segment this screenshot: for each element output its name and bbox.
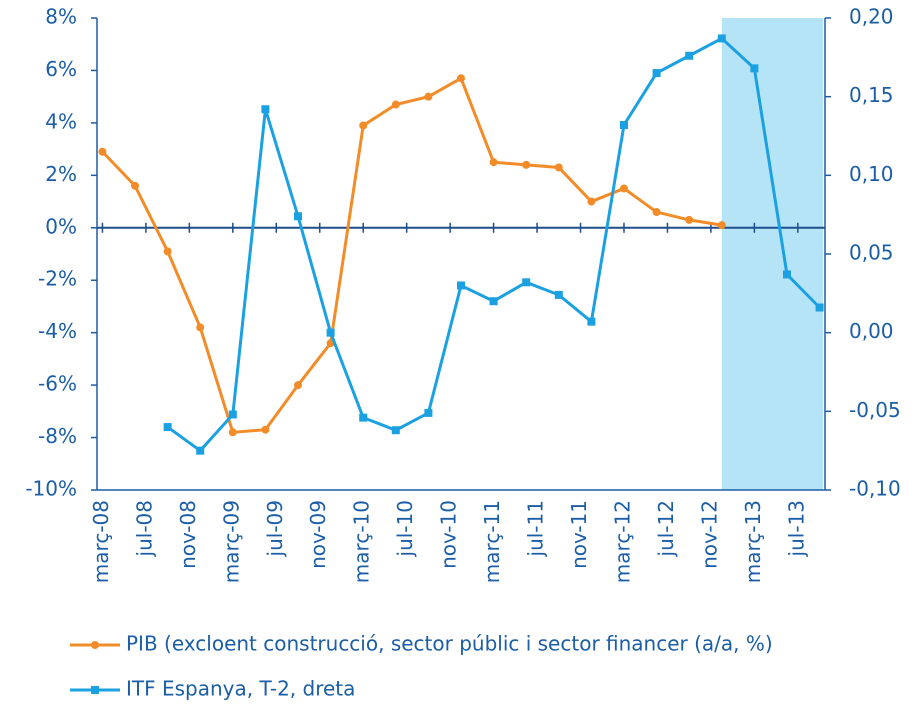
point <box>131 181 140 190</box>
series-line <box>101 76 723 434</box>
point <box>228 428 237 437</box>
point <box>554 290 563 299</box>
point <box>196 446 205 455</box>
y2-tick-label: 0,00 <box>849 319 894 343</box>
x-tick-label: març-10 <box>350 500 374 583</box>
point <box>782 270 791 279</box>
point <box>261 105 270 114</box>
point <box>391 100 400 109</box>
legend-marker <box>91 686 99 694</box>
x-tick-label: nov-10 <box>437 500 461 569</box>
point <box>457 281 465 290</box>
point <box>326 328 335 337</box>
y-tick-label: -6% <box>38 372 77 396</box>
x-tick-label: jul-09 <box>263 500 287 557</box>
point <box>261 425 270 434</box>
point <box>685 51 694 60</box>
x-tick-label: març-08 <box>89 500 113 583</box>
point <box>554 163 563 172</box>
point <box>717 221 726 230</box>
point <box>652 69 661 78</box>
y-tick-label: 0% <box>45 214 77 238</box>
point <box>359 121 368 130</box>
point <box>424 92 433 101</box>
point <box>522 278 531 287</box>
y2-tick-label: 0,15 <box>849 83 894 107</box>
point <box>685 215 694 224</box>
x-tick-label: jul-10 <box>393 500 417 557</box>
y-tick-label: -2% <box>38 267 77 291</box>
x-tick-label: nov-08 <box>176 500 200 569</box>
x-tick-label: nov-12 <box>697 500 721 569</box>
point <box>489 158 498 167</box>
point <box>619 184 628 193</box>
point <box>163 247 172 256</box>
y2-tick-label: -0,10 <box>849 477 901 501</box>
x-tick-label: jul-12 <box>654 500 678 557</box>
x-tick-label: nov-11 <box>567 500 591 569</box>
point <box>652 208 661 217</box>
point <box>750 64 759 73</box>
y-tick-label: -8% <box>38 424 77 448</box>
y-tick-label: 4% <box>45 109 77 133</box>
point <box>391 426 400 435</box>
y-tick-label: 8% <box>45 5 77 29</box>
point <box>587 197 596 206</box>
x-tick-label: març-12 <box>610 500 634 583</box>
point <box>98 147 107 156</box>
y2-tick-label: 0,05 <box>849 241 894 265</box>
point <box>424 408 433 417</box>
shaded-region <box>721 18 823 490</box>
point <box>619 120 628 129</box>
legend-marker <box>91 641 99 649</box>
point <box>717 34 726 43</box>
point <box>163 423 172 432</box>
point <box>359 413 368 422</box>
point <box>587 317 596 326</box>
point <box>228 410 237 419</box>
x-tick-label: jul-11 <box>524 500 548 557</box>
x-tick-label: jul-08 <box>132 500 156 557</box>
point <box>457 74 465 83</box>
point <box>294 212 303 221</box>
legend-label: ITF Espanya, T-2, dreta <box>126 677 355 701</box>
y2-tick-label: 0,10 <box>849 162 894 186</box>
point <box>489 297 498 306</box>
y-tick-label: -4% <box>38 319 77 343</box>
point <box>522 160 531 169</box>
y-tick-label: 2% <box>45 162 77 186</box>
point <box>294 381 303 390</box>
x-tick-label: jul-13 <box>784 500 808 557</box>
y2-tick-label: -0,05 <box>849 398 901 422</box>
x-tick-label: març-09 <box>219 500 243 583</box>
y2-tick-label: 0,20 <box>849 5 894 29</box>
point <box>815 303 824 312</box>
x-tick-label: març-13 <box>741 500 765 583</box>
x-tick-label: nov-09 <box>306 500 330 569</box>
legend-label: PIB (excloent construcció, sector públic… <box>126 632 773 656</box>
y-tick-label: 6% <box>45 57 77 81</box>
point <box>196 323 205 332</box>
x-tick-label: març-11 <box>480 500 504 583</box>
y-tick-label: -10% <box>25 477 77 501</box>
